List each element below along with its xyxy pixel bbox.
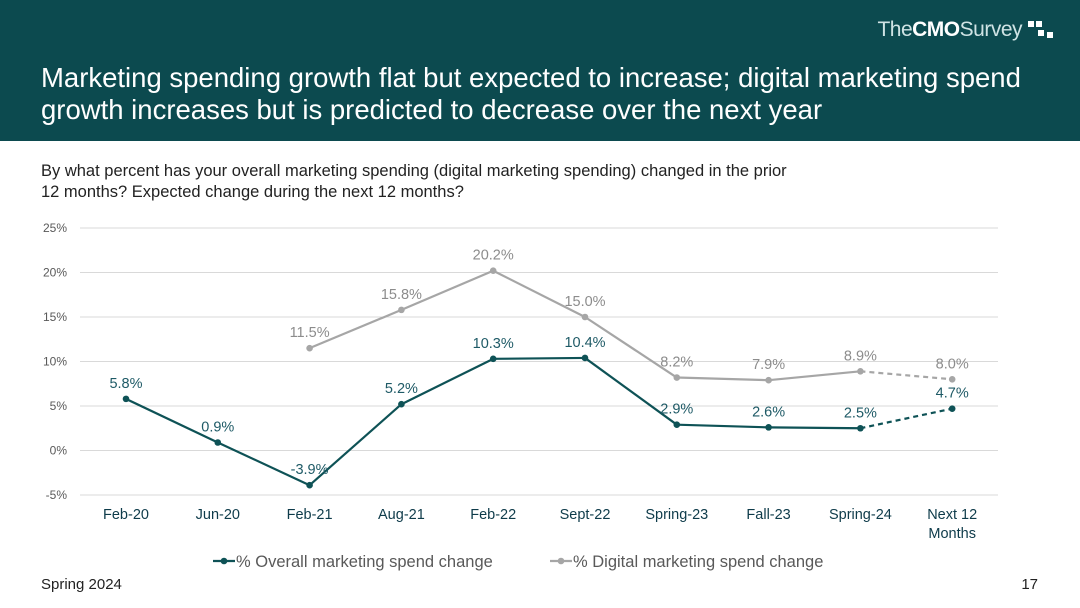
series-line-segment: [768, 370, 861, 382]
data-point: [214, 439, 222, 446]
data-point: [398, 400, 405, 408]
series-line-segment: [676, 376, 769, 382]
survey-question: By what percent has your overall marketi…: [41, 162, 787, 201]
x-tick-label: Next 12: [927, 507, 977, 523]
data-label: 2.9%: [660, 402, 693, 418]
legend-label: % Overall marketing spend change: [236, 553, 493, 571]
x-tick-label: Months: [928, 526, 976, 542]
footer-label: Spring 2024: [41, 576, 122, 593]
data-point: [948, 376, 956, 383]
data-point: [857, 367, 864, 375]
data-point: [581, 354, 589, 362]
series-line-segment: [400, 357, 494, 406]
data-point: [765, 376, 772, 384]
data-point: [398, 306, 405, 314]
data-label: 11.5%: [290, 325, 330, 341]
data-point: [122, 395, 130, 403]
y-tick-label: -5%: [46, 488, 68, 502]
data-label: 4.7%: [936, 386, 969, 402]
data-point: [857, 424, 864, 432]
logo-text-pre: The: [877, 18, 913, 41]
data-label: 0.9%: [201, 419, 234, 435]
data-point: [673, 421, 681, 428]
data-label: 2.6%: [752, 404, 785, 420]
data-point: [306, 481, 313, 489]
x-tick-label: Feb-20: [103, 507, 149, 523]
series-line-segment: [860, 370, 953, 381]
data-point: [306, 344, 313, 352]
series-line-segment: [217, 441, 311, 487]
data-label: 15.0%: [564, 294, 605, 310]
x-tick-label: Fall-23: [746, 507, 790, 523]
series-line-segment: [860, 407, 953, 430]
x-tick-label: Aug-21: [378, 507, 425, 523]
x-tick-label: Sept-22: [560, 507, 611, 523]
series-line-segment: [492, 269, 586, 318]
series-line-segment: [309, 308, 402, 350]
legend-marker: [557, 557, 565, 565]
logo-dots-icon: [1026, 19, 1054, 41]
x-tick-label: Spring-23: [645, 507, 708, 523]
data-label: 5.8%: [109, 376, 142, 392]
data-label: 15.8%: [381, 287, 422, 303]
logo-text-post: Survey: [959, 18, 1023, 41]
data-label: 8.9%: [844, 348, 877, 364]
slide-title: Marketing spending growth flat but expec…: [41, 62, 1021, 125]
page-number: 17: [1021, 576, 1038, 593]
series-line-segment: [400, 269, 494, 311]
series-line-segment: [676, 423, 769, 429]
y-tick-label: 5%: [50, 399, 68, 413]
series-line-segment: [768, 426, 861, 430]
series-line-segment: [584, 357, 678, 426]
data-point: [948, 405, 956, 412]
x-tick-label: Feb-22: [470, 507, 516, 523]
legend-marker: [220, 557, 228, 565]
y-tick-label: 15%: [43, 310, 67, 324]
y-tick-label: 20%: [43, 266, 67, 280]
data-point: [765, 424, 772, 431]
y-tick-label: 10%: [43, 355, 67, 369]
cmo-survey-logo: The CMO Survey: [877, 18, 1054, 42]
data-point: [673, 374, 681, 381]
data-label: 5.2%: [385, 381, 418, 397]
x-tick-label: Feb-21: [287, 507, 333, 523]
legend-label: % Digital marketing spend change: [573, 553, 823, 571]
series-line-segment: [308, 403, 403, 487]
data-label: 10.4%: [564, 335, 605, 351]
y-tick-label: 0%: [50, 444, 68, 458]
data-point: [489, 355, 497, 363]
header-banner: The CMO Survey Marketing spending growth…: [0, 0, 1080, 141]
data-label: 8.0%: [936, 356, 969, 372]
data-label: -3.9%: [291, 462, 329, 478]
series-line-segment: [125, 397, 219, 444]
data-label: 8.2%: [660, 355, 693, 371]
logo-text-bold: CMO: [912, 18, 960, 41]
data-point: [489, 267, 497, 275]
data-point: [581, 313, 589, 321]
data-label: 2.5%: [844, 405, 877, 421]
x-tick-label: Spring-24: [829, 507, 892, 523]
series-line-segment: [584, 316, 678, 379]
data-label: 7.9%: [752, 357, 785, 373]
series-line-segment: [493, 356, 586, 360]
y-tick-label: 25%: [43, 221, 67, 235]
x-tick-label: Jun-20: [196, 507, 240, 523]
data-label: 20.2%: [473, 248, 514, 264]
data-label: 10.3%: [473, 336, 514, 352]
